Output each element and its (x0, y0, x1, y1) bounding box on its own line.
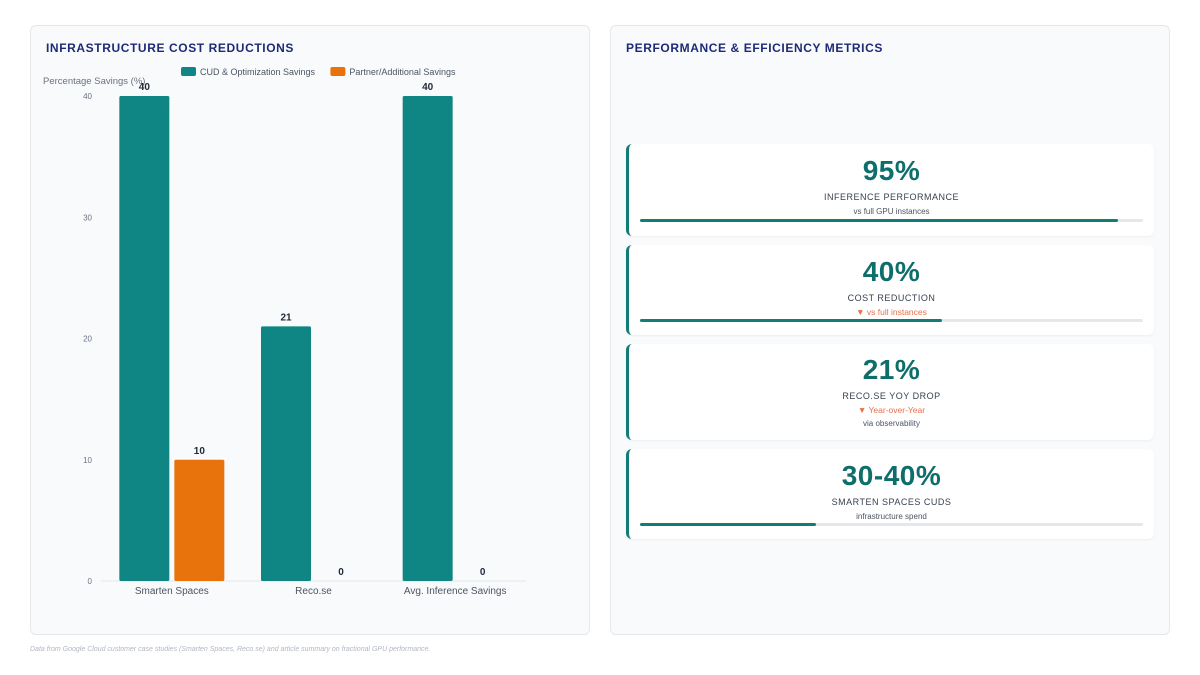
x-tick-label: Avg. Inference Savings (404, 586, 507, 597)
y-tick-label: 30 (83, 213, 92, 222)
progress-bar (640, 523, 1143, 526)
metric-label: SMARTEN SPACES CUDS (831, 497, 952, 507)
bar (119, 96, 170, 581)
bar-value-label: 40 (139, 82, 151, 93)
metric-card-smarten-spaces-cuds: 30-40% SMARTEN SPACES CUDS infrastructur… (626, 449, 1154, 539)
legend-label: Partner/Additional Savings (349, 67, 456, 77)
bar-value-label: 21 (280, 312, 292, 323)
metric-value: 95% (862, 155, 921, 186)
metric-subtext: vs full GPU instances (853, 207, 930, 216)
metric-value: 30-40% (841, 460, 942, 491)
metric-label: RECO.SE YOY DROP (842, 391, 941, 401)
metric-label: INFERENCE PERFORMANCE (823, 192, 959, 202)
cost-reductions-panel: 0 10 20 30 40 Percentage Savings (%) CUD & Opt… (30, 25, 590, 635)
legend-swatch (181, 67, 196, 76)
bar-value-label: 10 (194, 446, 206, 457)
x-tick-label: Reco.se (295, 586, 332, 597)
metric-label: COST REDUCTION (847, 293, 936, 303)
metric-subtext: infrastructure spend (856, 512, 927, 521)
y-tick-label: 20 (83, 335, 92, 344)
progress-fill (640, 319, 942, 322)
panel-title: INFRASTRUCTURE COST REDUCTIONS (46, 41, 294, 55)
legend-swatch (330, 67, 346, 76)
metric-card-inference-performance: 95% INFERENCE PERFORMANCE vs full GPU in… (626, 144, 1154, 236)
y-axis-label: Percentage Savings (%) (43, 76, 145, 87)
y-tick-label: 40 (83, 92, 92, 101)
panel-title: PERFORMANCE & EFFICIENCY METRICS (626, 41, 883, 55)
metric-delta: ▼ vs full instances (856, 307, 927, 317)
bar (402, 96, 453, 581)
progress-fill (640, 219, 1118, 222)
progress-fill (640, 523, 817, 526)
y-tick-label: 10 (83, 456, 92, 465)
bar (261, 326, 311, 581)
bar-value-label: 40 (422, 82, 434, 93)
progress-bar (640, 319, 1143, 322)
metric-delta: ▼ Year-over-Year (857, 405, 926, 415)
metric-value: 40% (862, 256, 921, 287)
progress-bar (640, 219, 1143, 222)
metric-subtext: via observability (863, 419, 920, 428)
bar-value-label: 0 (480, 567, 486, 578)
metrics-panel: PERFORMANCE & EFFICIENCY METRICS 95% INF… (610, 25, 1170, 635)
metric-value: 21% (862, 354, 921, 385)
bar (174, 459, 225, 581)
y-tick-label: 0 (88, 577, 93, 586)
legend-label: CUD & Optimization Savings (200, 67, 316, 77)
metric-card-cost-reduction: 40% COST REDUCTION ▼ vs full instances (626, 245, 1154, 335)
metric-card-recose-yoy-drop: 21% RECO.SE YOY DROP ▼ Year-over-Year vi… (626, 344, 1154, 440)
bar-value-label: 0 (338, 567, 344, 578)
source-footnote: Data from Google Cloud customer case stu… (30, 646, 431, 653)
x-tick-label: Smarten Spaces (135, 586, 209, 597)
